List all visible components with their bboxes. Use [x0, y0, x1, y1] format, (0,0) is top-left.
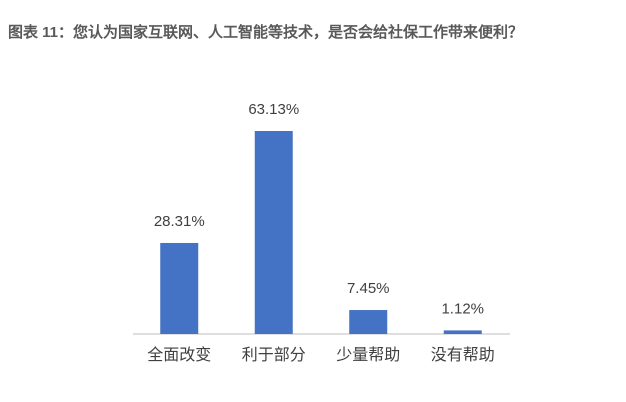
value-label: 7.45% [347, 280, 390, 297]
bar [349, 310, 388, 334]
x-tick-label: 利于部分 [242, 346, 306, 364]
value-label: 1.12% [441, 300, 484, 317]
bar [254, 131, 293, 334]
x-tick-label: 没有帮助 [431, 346, 495, 364]
chart-title: 图表 11：您认为国家互联网、人工智能等技术，是否会给社保工作带来便利？ [8, 23, 523, 41]
bar [443, 330, 482, 334]
value-label: 63.13% [248, 101, 299, 118]
value-label: 28.31% [154, 213, 205, 230]
x-tick-label: 全面改变 [147, 346, 211, 364]
bar [160, 242, 199, 334]
x-tick-label: 少量帮助 [336, 346, 400, 364]
